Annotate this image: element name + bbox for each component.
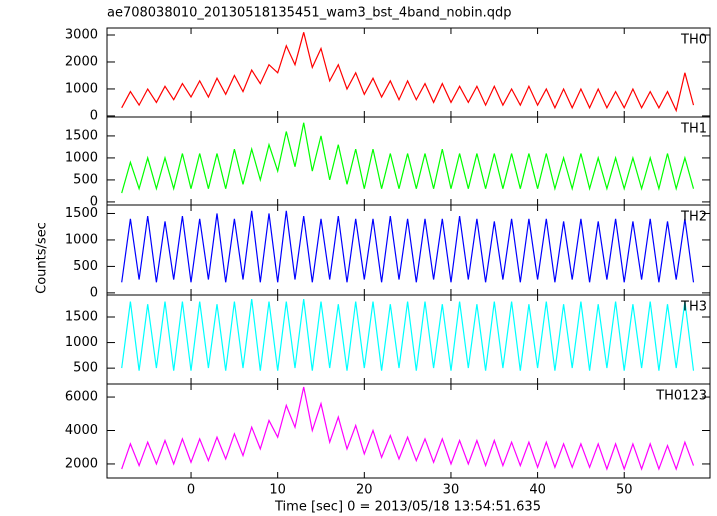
x-tick-label: 30 xyxy=(443,483,460,498)
light-curve xyxy=(121,32,695,113)
panel-label: TH3 xyxy=(680,300,707,315)
y-tick-label: 1500 xyxy=(65,128,98,143)
y-tick-label: 0 xyxy=(90,285,98,300)
y-tick-label: 1000 xyxy=(65,81,98,96)
y-tick-label: 3000 xyxy=(65,28,98,43)
light-curve xyxy=(121,210,695,283)
x-tick-label: 20 xyxy=(356,483,373,498)
y-tick-label: 0 xyxy=(90,194,98,209)
panel-frame xyxy=(106,383,711,479)
y-tick-label: 500 xyxy=(73,172,98,187)
x-axis-label: Time [sec] 0 = 2013/05/18 13:54:51.635 xyxy=(274,500,541,515)
x-tick-label: 10 xyxy=(269,483,286,498)
panel-label: TH0 xyxy=(680,33,707,48)
y-axis-label: Counts/sec xyxy=(35,222,50,294)
light-curve xyxy=(121,122,695,194)
chart-title: ae708038010_20130518135451_wam3_bst_4ban… xyxy=(107,6,512,21)
y-tick-label: 500 xyxy=(73,361,98,376)
x-tick-label: 50 xyxy=(616,483,633,498)
panel-frame xyxy=(106,27,711,118)
panel-label: TH1 xyxy=(680,122,707,137)
y-tick-label: 500 xyxy=(73,259,98,274)
y-tick-label: 0 xyxy=(90,108,98,123)
light-curve xyxy=(121,299,695,371)
y-tick-label: 2000 xyxy=(65,54,98,69)
y-tick-label: 1000 xyxy=(65,335,98,350)
panel-label: TH0123 xyxy=(655,389,707,404)
x-tick-label: 0 xyxy=(187,483,195,498)
y-tick-label: 1500 xyxy=(65,309,98,324)
y-tick-label: 4000 xyxy=(65,423,98,438)
y-tick-label: 2000 xyxy=(65,456,98,471)
y-tick-label: 1000 xyxy=(65,150,98,165)
x-tick-label: 40 xyxy=(529,483,546,498)
y-tick-label: 1000 xyxy=(65,232,98,247)
y-tick-label: 6000 xyxy=(65,390,98,405)
panel-label: TH2 xyxy=(680,210,707,225)
y-tick-label: 1500 xyxy=(65,206,98,221)
light-curve xyxy=(121,386,695,471)
